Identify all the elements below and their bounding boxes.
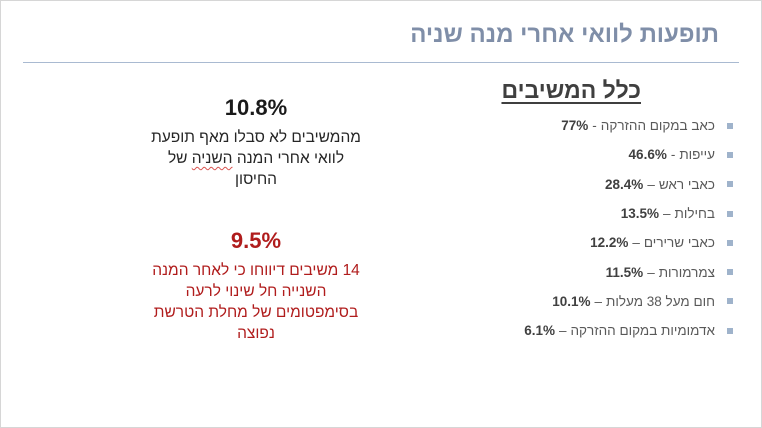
- square-bullet-icon: [727, 151, 733, 158]
- square-bullet-icon: [727, 210, 733, 217]
- stat-description: 14 משיבים דיווחו כי לאחר המנה השנייה חל …: [121, 260, 391, 344]
- stat-value: 10.8%: [224, 95, 288, 120]
- effect-label: בחילות: [674, 206, 715, 222]
- effect-percentage: 77%: [561, 118, 589, 134]
- effect-percentage: 13.5%: [620, 206, 660, 222]
- stat-line: לוואי אחרי המנה השניה של: [121, 148, 391, 169]
- effect-percentage: 6.1%: [524, 323, 555, 339]
- effect-separator: –: [647, 176, 655, 192]
- ms-worsening-stat: 9.5% 14 משיבים דיווחו כי לאחר המנה השניי…: [121, 228, 391, 344]
- effect-label: צמרמורות: [658, 264, 715, 280]
- section-heading: כלל המשיבים: [501, 77, 641, 103]
- list-item: צמרמורות – 11.5%: [524, 257, 733, 286]
- no-side-effects-stat: 10.8% מהמשיבים לא סבלו מאף תופעת לוואי א…: [121, 95, 391, 190]
- side-effects-list: כאב במקום ההזרקה - 77% עייפות - 46.6% כא…: [524, 111, 733, 345]
- effect-percentage: 46.6%: [628, 147, 667, 163]
- effect-separator: -: [670, 147, 676, 163]
- effect-separator: –: [594, 293, 603, 309]
- effect-label: כאבי ראש: [658, 176, 715, 192]
- list-item: אדמומיות במקום ההזרקה – 6.1%: [524, 316, 733, 345]
- effect-percentage: 12.2%: [590, 235, 629, 251]
- list-item: כאב במקום ההזרקה - 77%: [524, 111, 733, 140]
- list-item: כאבי ראש – 28.4%: [524, 170, 733, 199]
- spellcheck-marked-word: השניה: [191, 150, 233, 167]
- stat-value: 9.5%: [230, 228, 282, 253]
- stat-line: השנייה חל שינוי לרעה: [185, 283, 327, 300]
- stat-text-fragment: של: [167, 150, 192, 167]
- effect-separator: –: [647, 264, 655, 280]
- square-bullet-icon: [727, 327, 733, 334]
- stat-line: נפוצה: [237, 325, 275, 342]
- stat-line: החיסון: [235, 171, 277, 188]
- effect-label: חום מעל 38 מעלות: [606, 293, 715, 309]
- effect-separator: –: [632, 235, 640, 251]
- effect-label: כאבי שרירים: [643, 235, 715, 251]
- effect-label: עייפות: [679, 147, 715, 163]
- stat-description: מהמשיבים לא סבלו מאף תופעת לוואי אחרי המ…: [121, 127, 391, 190]
- list-item: עייפות - 46.6%: [524, 140, 733, 169]
- list-item: כאבי שרירים – 12.2%: [524, 228, 733, 257]
- square-bullet-icon: [727, 239, 733, 246]
- effect-separator: –: [558, 323, 567, 339]
- square-bullet-icon: [727, 122, 733, 129]
- list-item: חום מעל 38 מעלות – 10.1%: [524, 287, 733, 316]
- stat-text-fragment: לוואי אחרי המנה: [232, 150, 345, 167]
- list-item: בחילות – 13.5%: [524, 199, 733, 228]
- effect-label: אדמומיות במקום ההזרקה: [570, 323, 715, 339]
- effect-separator: -: [592, 118, 597, 134]
- effect-percentage: 10.1%: [552, 293, 591, 309]
- square-bullet-icon: [727, 269, 733, 276]
- square-bullet-icon: [727, 181, 733, 188]
- stat-line: 14 משיבים דיווחו כי לאחר המנה: [152, 262, 360, 279]
- effect-label: כאב במקום ההזרקה: [600, 118, 715, 134]
- slide-title: תופעות לוואי אחרי מנה שניה: [410, 21, 719, 48]
- effect-percentage: 11.5%: [605, 264, 644, 280]
- effect-percentage: 28.4%: [605, 176, 644, 192]
- square-bullet-icon: [727, 298, 733, 305]
- title-divider: [23, 62, 739, 63]
- stat-line: בסימפטומים של מחלת הטרשת: [153, 304, 359, 321]
- stat-line: מהמשיבים לא סבלו מאף תופעת: [151, 129, 361, 146]
- effect-separator: –: [663, 206, 671, 222]
